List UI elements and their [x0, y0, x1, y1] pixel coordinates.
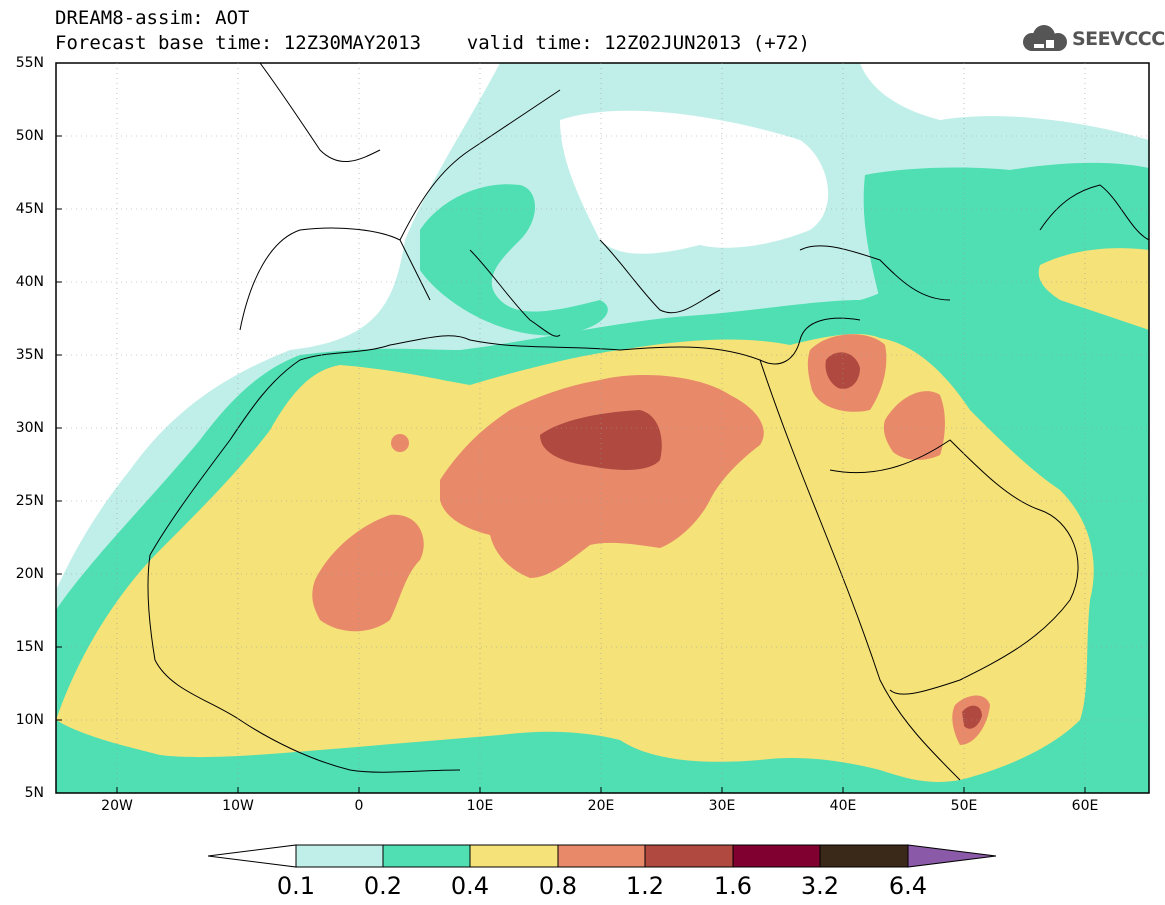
contour-1.2	[962, 705, 982, 729]
map-title: DREAM8-assim: AOT	[55, 7, 250, 29]
contour-0.8	[391, 434, 409, 452]
logo-text: SEEVCCC	[1072, 28, 1165, 50]
contour-1.2	[540, 410, 662, 470]
contour-0.8	[883, 391, 945, 460]
colorbar-label: 0.2	[363, 872, 403, 900]
contour-1.2	[825, 352, 860, 389]
colorbar-segment-0.1	[295, 844, 384, 868]
lon-label: 40E	[829, 798, 857, 814]
contour-0.4	[56, 334, 1094, 782]
colorbar-label: 0.4	[450, 872, 490, 900]
forecast-time-subtitle: Forecast base time: 12Z30MAY2013 valid t…	[55, 32, 810, 54]
colorbar-segment-0.4	[469, 844, 559, 868]
contour-0.8	[312, 514, 424, 632]
lat-label: 35N	[15, 347, 44, 363]
lon-label: 10E	[466, 798, 494, 814]
colorbar-label: 1.6	[713, 872, 753, 900]
lat-label: 20N	[15, 566, 44, 582]
colorbar-segment-below	[207, 844, 297, 868]
colorbar-segment-0.2	[382, 844, 471, 868]
contour-below-0.1	[56, 63, 500, 590]
lat-label: 10N	[15, 712, 44, 728]
graticule	[56, 63, 1149, 793]
colorbar-label: 6.4	[888, 872, 928, 900]
contour-0.2	[420, 184, 608, 336]
lat-label: 45N	[15, 201, 44, 217]
colorbar-segment-3.2	[819, 844, 909, 868]
contour-below-0.1	[560, 110, 829, 254]
lat-label: 55N	[15, 55, 44, 71]
colorbar-label: 0.1	[276, 872, 316, 900]
colorbar-segment-1.2	[644, 844, 734, 868]
colorbar-segment-1.6	[732, 844, 821, 868]
colorbar-label: 3.2	[800, 872, 840, 900]
aot-contours	[56, 63, 1149, 793]
lat-label: 40N	[15, 274, 44, 290]
lon-label: 10W	[222, 798, 254, 814]
lat-label: 5N	[24, 785, 44, 801]
lon-label: 60E	[1071, 798, 1099, 814]
lon-label: 30E	[708, 798, 736, 814]
contour-0.4	[1038, 248, 1149, 330]
colorbar-segment-above	[907, 844, 997, 868]
lon-label: 50E	[950, 798, 978, 814]
lon-label: 20E	[587, 798, 615, 814]
lon-label: 20W	[101, 798, 133, 814]
seevccc-logo	[1023, 25, 1067, 51]
contour-below-0.1	[860, 63, 1149, 140]
colorbar-label: 1.2	[625, 872, 665, 900]
lat-label: 15N	[15, 639, 44, 655]
axis-ticks	[56, 62, 1086, 793]
lat-label: 30N	[15, 420, 44, 436]
colorbar	[207, 844, 997, 868]
lat-label: 50N	[15, 128, 44, 144]
coastlines	[147, 63, 1149, 781]
lat-label: 25N	[15, 493, 44, 509]
lon-label: 0	[354, 798, 364, 814]
contour-0.8	[440, 375, 764, 578]
colorbar-segment-0.8	[557, 844, 646, 868]
colorbar-label: 0.8	[538, 872, 578, 900]
